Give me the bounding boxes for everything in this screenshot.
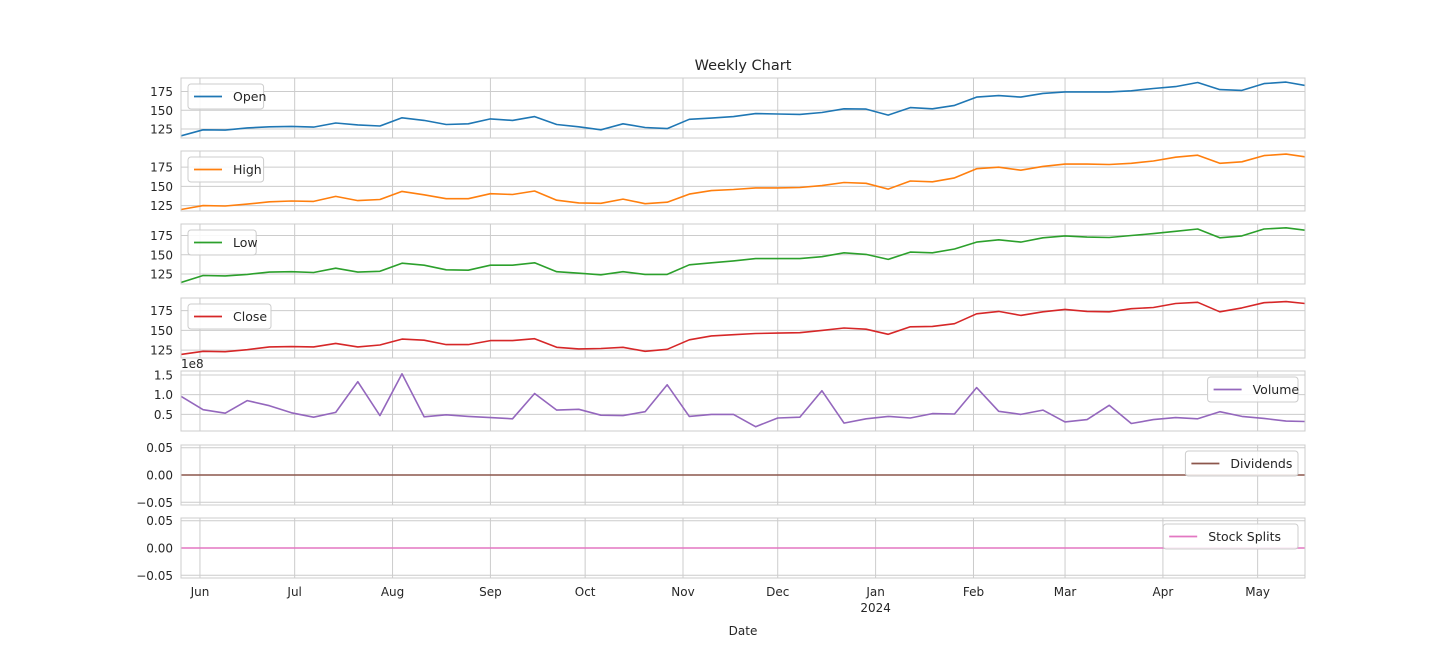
y-tick-label: 150 bbox=[150, 324, 173, 338]
panel-background bbox=[181, 151, 1305, 211]
legend-box bbox=[187, 229, 257, 256]
legend-label: Open bbox=[233, 89, 266, 104]
legend-label: Stock Splits bbox=[1208, 529, 1281, 544]
legend-box bbox=[187, 156, 265, 183]
legend-high: High bbox=[187, 156, 265, 183]
y-tick-label: 150 bbox=[150, 180, 173, 194]
panel-frame bbox=[180, 444, 1306, 506]
y-tick-label: 150 bbox=[150, 248, 173, 262]
y-tick-label: 125 bbox=[150, 123, 173, 137]
legend-stock-splits: Stock Splits bbox=[1162, 523, 1299, 550]
legend-label: High bbox=[233, 162, 262, 177]
y-tick-label: 1.5 bbox=[154, 368, 173, 382]
x-tick-label-oct: Oct bbox=[575, 585, 596, 599]
x-tick-label-nov: Nov bbox=[671, 585, 694, 599]
x-tick-label-jul: Jul bbox=[286, 585, 301, 599]
panel-frame bbox=[180, 223, 1306, 285]
x-tick-label-feb: Feb bbox=[963, 585, 984, 599]
x-axis-title: Date bbox=[729, 624, 758, 638]
y-tick-label: 1.0 bbox=[154, 388, 173, 402]
panel-frame bbox=[180, 370, 1306, 432]
x-tick-label-may: May bbox=[1245, 585, 1270, 599]
y-tick-label: 175 bbox=[150, 229, 173, 243]
x-axis: Jun Jul Aug Sep Oct Nov Dec Jan 2024 Feb Mar Apr May bbox=[190, 585, 1270, 615]
x-tick-label-aug: Aug bbox=[381, 585, 404, 599]
y-tick-label: 125 bbox=[150, 344, 173, 358]
legend-open: Open bbox=[187, 83, 266, 110]
x-tick-label-mar: Mar bbox=[1054, 585, 1077, 599]
y-tick-label: 0.05 bbox=[146, 441, 173, 455]
y-tick-label: −0.05 bbox=[136, 569, 173, 583]
legend-box bbox=[1184, 450, 1299, 477]
legend-label: Volume bbox=[1253, 382, 1300, 397]
legend-dividends: Dividends bbox=[1184, 450, 1299, 477]
y-tick-label: 0.05 bbox=[146, 514, 173, 528]
panel-volume: 0.5 1.0 1.5 1e8 Volume bbox=[154, 357, 1306, 432]
y-offset-label: 1e8 bbox=[181, 357, 204, 371]
y-tick-label: 0.00 bbox=[146, 542, 173, 556]
x-tick-label-apr: Apr bbox=[1153, 585, 1174, 599]
y-tick-label: 0.00 bbox=[146, 469, 173, 483]
panel-frame bbox=[180, 77, 1306, 139]
y-tick-label: −0.05 bbox=[136, 496, 173, 510]
panel-dividends: −0.05 0.00 0.05 Dividends bbox=[136, 441, 1306, 510]
legend-label: Close bbox=[233, 309, 267, 324]
series-line-low bbox=[181, 227, 1305, 284]
legend-box bbox=[1162, 523, 1299, 550]
y-tick-label: 175 bbox=[150, 161, 173, 175]
x-tick-label-jun: Jun bbox=[190, 585, 210, 599]
legend-label: Low bbox=[233, 235, 258, 250]
x-tick-label-dec: Dec bbox=[766, 585, 789, 599]
x-tick-label-sep: Sep bbox=[479, 585, 502, 599]
series-line-high bbox=[181, 153, 1305, 211]
legend-box bbox=[187, 83, 265, 110]
series-line-volume bbox=[181, 372, 1305, 428]
panel-low: 125 150 175 Low bbox=[150, 223, 1306, 285]
panel-background bbox=[181, 78, 1305, 138]
y-tick-label: 0.5 bbox=[154, 408, 173, 422]
series-line-open bbox=[181, 81, 1305, 137]
y-tick-label: 150 bbox=[150, 104, 173, 118]
y-tick-label: 125 bbox=[150, 268, 173, 282]
panel-stock-splits: −0.05 0.00 0.05 Stock Splits bbox=[136, 514, 1306, 583]
x-tick-sublabel: 2024 bbox=[860, 601, 891, 615]
panel-background bbox=[181, 371, 1305, 431]
series-line-close bbox=[181, 300, 1305, 356]
panel-frame bbox=[180, 297, 1306, 359]
x-tick-label-jan: Jan bbox=[865, 585, 885, 599]
legend-box bbox=[1207, 376, 1299, 403]
y-tick-label: 125 bbox=[150, 199, 173, 213]
panel-high: 125 150 175 High bbox=[150, 150, 1306, 213]
y-tick-label: 175 bbox=[150, 304, 173, 318]
legend-close: Close bbox=[187, 303, 272, 330]
panel-frame bbox=[180, 150, 1306, 212]
legend-volume: Volume bbox=[1207, 376, 1300, 403]
panel-background bbox=[181, 298, 1305, 358]
legend-box bbox=[187, 303, 272, 330]
chart-title: Weekly Chart bbox=[695, 58, 792, 74]
panel-open: 125 150 175 Open bbox=[150, 77, 1306, 139]
panel-close: 125 150 175 Close bbox=[150, 297, 1306, 359]
legend-label: Dividends bbox=[1230, 456, 1292, 471]
panel-frame bbox=[180, 517, 1306, 579]
y-tick-label: 175 bbox=[150, 85, 173, 99]
panel-background bbox=[181, 224, 1305, 284]
legend-low: Low bbox=[187, 229, 258, 256]
